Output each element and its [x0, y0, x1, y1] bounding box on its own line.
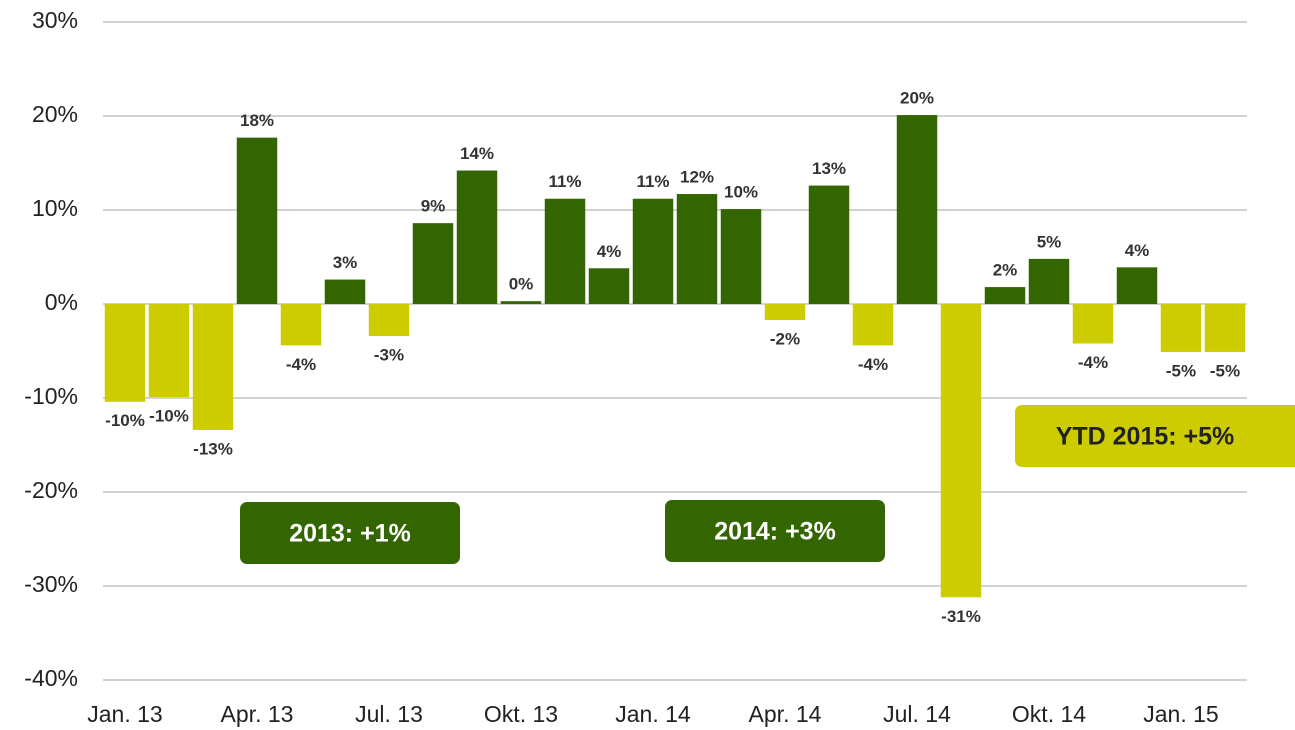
- data-label: -5%: [1210, 361, 1240, 380]
- annotation-box: [1015, 405, 1295, 467]
- annotation-box: [240, 502, 460, 564]
- bar: [280, 304, 322, 346]
- data-label: -31%: [941, 607, 981, 626]
- bar: [1160, 304, 1202, 352]
- x-tick-label: Jan. 15: [1143, 701, 1218, 727]
- annotation-text: 2014: +3%: [714, 518, 836, 546]
- data-label: 9%: [421, 197, 446, 216]
- bar: [588, 268, 630, 304]
- data-label: 13%: [812, 159, 846, 178]
- y-tick-label: -10%: [24, 383, 78, 409]
- data-label: 3%: [333, 253, 358, 272]
- data-label: 10%: [724, 183, 758, 202]
- bar: [1028, 258, 1070, 304]
- bar: [412, 223, 454, 304]
- y-tick-label: 30%: [32, 7, 78, 33]
- data-label: 20%: [900, 89, 934, 108]
- data-label: 11%: [548, 172, 581, 191]
- bar: [324, 279, 366, 304]
- data-label: 2%: [993, 261, 1018, 280]
- bar: [148, 304, 190, 398]
- annotation-text: YTD 2015: +5%: [1056, 423, 1235, 451]
- data-label: 4%: [597, 242, 622, 261]
- bar: [456, 170, 498, 304]
- y-tick-label: -20%: [24, 477, 78, 503]
- bar: [1072, 304, 1114, 344]
- data-label: 4%: [1125, 241, 1150, 260]
- bar: [808, 185, 850, 304]
- bar: [192, 304, 234, 430]
- y-tick-label: 20%: [32, 101, 78, 127]
- bar: [720, 209, 762, 304]
- bar: [940, 304, 982, 598]
- annotation-text: 2013: +1%: [289, 520, 411, 548]
- bar: [544, 198, 586, 304]
- data-label: -4%: [286, 355, 316, 374]
- data-label: -2%: [770, 329, 800, 348]
- x-tick-label: Jul. 14: [883, 701, 951, 727]
- bar: [368, 304, 410, 336]
- bar: [676, 194, 718, 304]
- bar: [632, 198, 674, 304]
- data-label: 11%: [636, 172, 669, 191]
- data-label: -4%: [1078, 353, 1108, 372]
- x-tick-label: Jan. 14: [615, 701, 691, 727]
- x-tick-label: Jul. 13: [355, 701, 423, 727]
- data-label: -10%: [105, 411, 145, 430]
- data-label: -13%: [193, 439, 233, 458]
- data-label: 0%: [509, 275, 534, 294]
- data-label: -3%: [374, 345, 404, 364]
- x-tick-label: Okt. 14: [1012, 701, 1086, 727]
- bar: [1116, 267, 1158, 304]
- x-tick-label: Apr. 14: [749, 701, 822, 727]
- x-tick-label: Apr. 13: [221, 701, 294, 727]
- y-tick-label: 0%: [45, 289, 78, 315]
- x-tick-label: Okt. 13: [484, 701, 558, 727]
- data-label: 12%: [680, 168, 714, 187]
- y-tick-label: 10%: [32, 195, 78, 221]
- data-label: 5%: [1037, 232, 1062, 251]
- data-label: 14%: [460, 144, 494, 163]
- bar: [104, 304, 146, 402]
- annotation-box: [665, 500, 885, 562]
- bar: [852, 304, 894, 346]
- bar: [500, 301, 542, 304]
- data-label: -4%: [858, 355, 888, 374]
- bar: [984, 287, 1026, 304]
- y-tick-label: -40%: [24, 665, 78, 691]
- bar: [764, 304, 806, 320]
- bar: [896, 115, 938, 304]
- bar: [236, 137, 278, 304]
- data-label: -5%: [1166, 361, 1196, 380]
- data-label: -10%: [149, 407, 189, 426]
- data-label: 18%: [240, 111, 274, 130]
- x-tick-label: Jan. 13: [87, 701, 162, 727]
- bar: [1204, 304, 1246, 352]
- y-tick-label: -30%: [24, 571, 78, 597]
